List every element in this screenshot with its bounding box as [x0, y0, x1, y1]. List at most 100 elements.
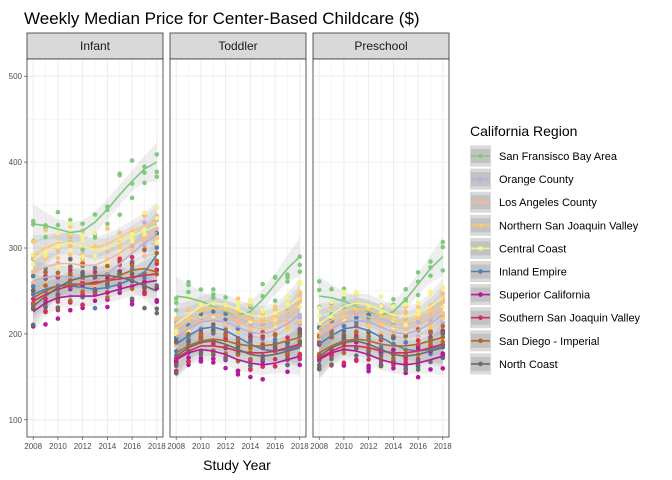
legend-title: California Region: [470, 123, 577, 139]
data-point: [30, 239, 36, 245]
data-point: [43, 234, 48, 240]
data-point: [272, 345, 278, 351]
data-point: [440, 366, 446, 371]
data-point: [366, 334, 371, 339]
data-point: [68, 257, 73, 262]
smooth-line: [175, 336, 301, 354]
data-point: [92, 235, 98, 240]
panel-border: [312, 58, 450, 438]
legend-label: North Coast: [499, 359, 558, 371]
data-point: [117, 256, 122, 262]
data-point: [235, 337, 241, 343]
data-point: [260, 334, 266, 339]
smooth-line: [32, 224, 158, 261]
legend-item: Orange County: [470, 168, 574, 190]
data-point: [173, 300, 179, 306]
data-point: [30, 322, 36, 328]
data-point: [92, 230, 98, 235]
data-point: [285, 369, 290, 375]
data-point: [80, 221, 85, 227]
data-point: [297, 329, 303, 334]
data-point: [391, 347, 396, 353]
data-point: [129, 263, 135, 268]
data-point: [366, 349, 371, 355]
legend-label: Superior California: [499, 290, 591, 302]
facet-strip: [169, 32, 307, 60]
data-point: [223, 316, 228, 322]
legend-key-point: [478, 176, 483, 182]
smooth-line: [318, 304, 444, 330]
facet-strip: [26, 32, 164, 60]
data-point: [186, 307, 191, 313]
data-point: [285, 340, 290, 346]
data-point: [428, 341, 433, 347]
data-point: [129, 271, 135, 276]
data-point: [297, 293, 303, 298]
data-point: [354, 353, 359, 358]
data-point: [142, 232, 147, 237]
data-point: [391, 304, 396, 309]
data-point: [198, 287, 204, 292]
data-point: [391, 366, 396, 371]
data-point: [285, 294, 290, 300]
data-point: [341, 333, 347, 338]
data-point: [129, 239, 135, 244]
data-point: [30, 287, 36, 293]
data-point: [92, 298, 98, 304]
data-point: [415, 292, 421, 298]
facet-panel-preschool: Preschool 2008 2010 2012 2014 2016 2018: [310, 32, 452, 451]
confidence-band: [33, 206, 157, 280]
data-point: [43, 309, 48, 315]
data-point: [341, 296, 347, 301]
data-point: [285, 272, 290, 277]
facet-strip-label: Infant: [80, 39, 111, 53]
legend-label: Central Coast: [499, 243, 566, 255]
data-point: [272, 364, 278, 369]
data-point: [142, 275, 147, 281]
facet-panel-toddler: Toddler 2008 2010 2012 2014 2016 2018: [167, 32, 309, 451]
data-point: [186, 359, 191, 364]
data-point: [428, 290, 433, 296]
facet-panel-infant: Infant 2008 2010 2012 2014 2016 2018 100 200 300 4…: [9, 32, 166, 451]
x-tick-label: 2014: [241, 442, 259, 451]
data-point: [211, 322, 216, 327]
data-point: [173, 343, 179, 349]
data-point: [329, 299, 334, 305]
data-point: [92, 269, 98, 275]
data-point: [297, 262, 303, 268]
data-point: [129, 158, 135, 163]
data-point: [105, 221, 110, 227]
data-point: [211, 360, 216, 365]
data-point: [68, 272, 73, 278]
smooth-line: [318, 297, 444, 325]
y-tick-label: 500: [9, 72, 23, 81]
data-point: [415, 374, 421, 380]
x-tick-label: 2008: [310, 442, 328, 451]
data-point: [403, 310, 409, 315]
data-point: [173, 338, 179, 344]
data-point: [316, 287, 322, 293]
data-point: [366, 368, 371, 374]
data-point: [297, 269, 303, 275]
data-point: [92, 212, 98, 217]
data-point: [378, 303, 384, 309]
data-point: [415, 304, 421, 310]
data-point: [80, 247, 85, 252]
x-tick-label: 2014: [98, 442, 116, 451]
data-point: [105, 226, 110, 231]
data-point: [154, 205, 160, 211]
data-point: [30, 262, 36, 267]
x-tick-label: 2018: [291, 442, 309, 451]
data-point: [428, 329, 433, 335]
data-point: [55, 230, 61, 236]
data-point: [68, 267, 73, 273]
smooth-line: [175, 297, 301, 325]
data-point: [341, 323, 347, 329]
data-point: [440, 286, 446, 291]
data-point: [248, 367, 253, 373]
data-point: [285, 326, 290, 331]
x-tick-label: 2010: [335, 442, 353, 451]
smooth-line: [318, 336, 444, 354]
data-point: [391, 297, 396, 302]
data-point: [235, 329, 241, 335]
